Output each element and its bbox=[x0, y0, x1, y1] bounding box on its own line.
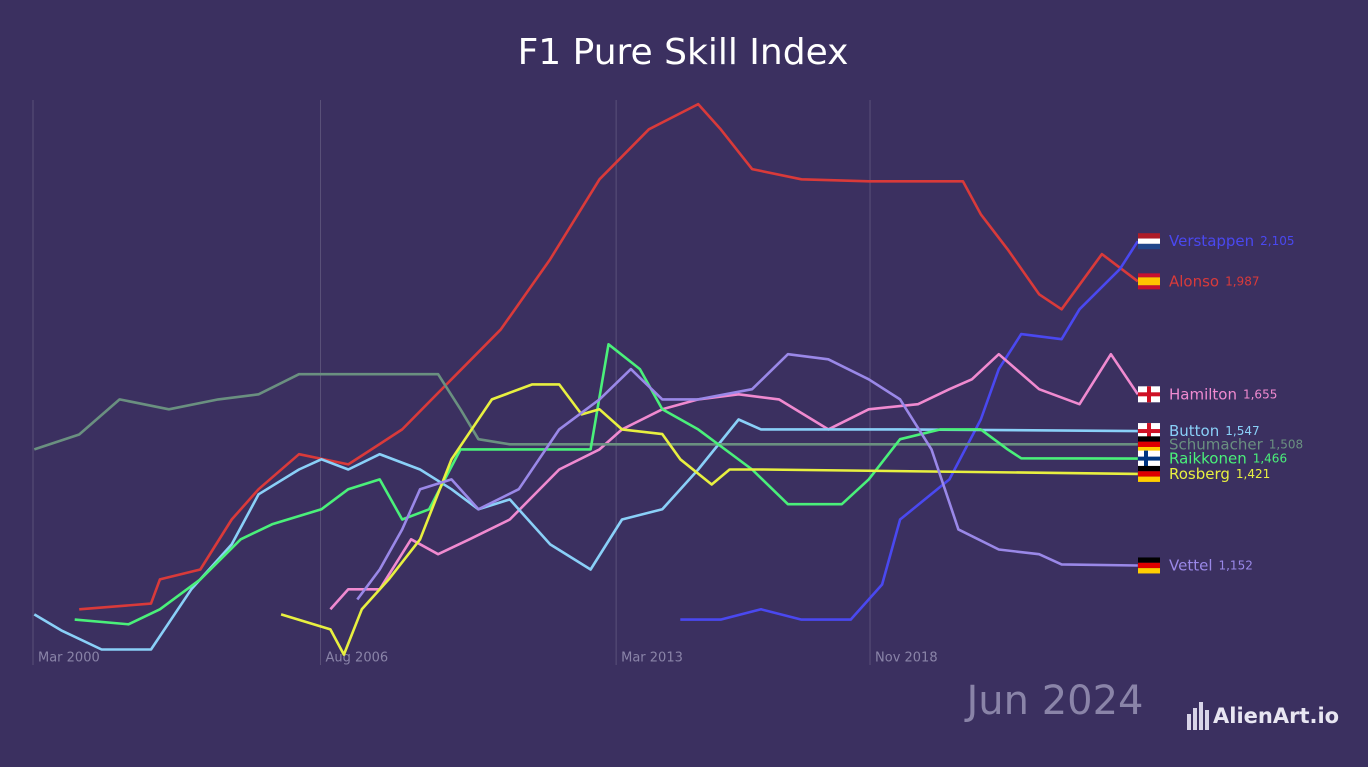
flag-part bbox=[1138, 436, 1160, 442]
end-label: Button 1,547 bbox=[1169, 422, 1260, 440]
end-flag bbox=[1138, 386, 1160, 403]
x-tick-label: Mar 2013 bbox=[621, 651, 683, 666]
series-line bbox=[280, 383, 1138, 656]
series-name: Schumacher bbox=[1169, 435, 1264, 453]
series-line bbox=[680, 240, 1139, 621]
end-value: 1,508 bbox=[1269, 437, 1303, 451]
series-name: Rosberg bbox=[1169, 464, 1230, 482]
flag-part bbox=[1138, 465, 1160, 472]
flag-part bbox=[1138, 277, 1160, 286]
series-line bbox=[33, 372, 1138, 451]
end-value: 1,152 bbox=[1218, 558, 1252, 572]
x-tick-label: Aug 2006 bbox=[326, 651, 389, 666]
logo-icon bbox=[1187, 702, 1209, 730]
flag-part bbox=[1138, 562, 1160, 569]
series-line bbox=[33, 418, 1138, 651]
flag-part bbox=[1138, 233, 1160, 239]
flag-part bbox=[1138, 238, 1160, 244]
end-value: 2,105 bbox=[1260, 234, 1294, 248]
series-name: Verstappen bbox=[1169, 232, 1254, 250]
flag-part bbox=[1138, 392, 1160, 397]
flag-part bbox=[1138, 471, 1160, 477]
end-flag bbox=[1138, 233, 1160, 250]
chart-title: F1 Pure Skill Index bbox=[518, 32, 849, 73]
series-name: Vettel bbox=[1169, 556, 1212, 574]
flag-part bbox=[1138, 456, 1160, 461]
date-label: Jun 2024 bbox=[963, 678, 1143, 724]
watermark: AlienArt.io bbox=[1213, 704, 1339, 728]
flag-part bbox=[1138, 557, 1160, 563]
end-value: 1,547 bbox=[1225, 424, 1259, 438]
flag-part bbox=[1138, 273, 1160, 278]
series-name: Raikkonen bbox=[1169, 449, 1247, 467]
end-flag bbox=[1138, 557, 1160, 574]
x-tick-label: Nov 2018 bbox=[875, 651, 938, 666]
end-label: Raikkonen 1,466 bbox=[1169, 449, 1287, 467]
end-flag bbox=[1138, 273, 1160, 290]
series-name: Alonso bbox=[1169, 272, 1219, 290]
end-value: 1,466 bbox=[1253, 451, 1287, 465]
flag-part bbox=[1138, 243, 1160, 250]
end-label: Alonso 1,987 bbox=[1169, 272, 1259, 290]
end-flag bbox=[1138, 423, 1160, 440]
series-line bbox=[356, 352, 1138, 601]
flag-part bbox=[1138, 446, 1160, 453]
flag-part bbox=[1138, 476, 1160, 482]
series-name: Button bbox=[1169, 422, 1219, 440]
flag-part bbox=[1138, 429, 1160, 434]
end-label: Vettel 1,152 bbox=[1169, 556, 1253, 574]
end-flag bbox=[1138, 450, 1160, 467]
end-flag bbox=[1138, 465, 1160, 482]
end-label: Rosberg 1,421 bbox=[1169, 464, 1270, 482]
end-value: 1,421 bbox=[1236, 466, 1270, 480]
end-value: 1,987 bbox=[1225, 274, 1259, 288]
end-flag bbox=[1138, 436, 1160, 453]
flag-part bbox=[1138, 441, 1160, 447]
x-tick-label: Mar 2000 bbox=[38, 651, 100, 666]
flag-part bbox=[1138, 285, 1160, 290]
series-line bbox=[74, 343, 1138, 626]
end-label: Hamilton 1,655 bbox=[1169, 385, 1277, 403]
end-label: Schumacher 1,508 bbox=[1169, 435, 1303, 453]
series-name: Hamilton bbox=[1169, 385, 1237, 403]
flag-part bbox=[1138, 568, 1160, 574]
end-label: Verstappen 2,105 bbox=[1169, 232, 1295, 250]
end-value: 1,655 bbox=[1243, 387, 1277, 401]
series-line bbox=[79, 102, 1139, 611]
